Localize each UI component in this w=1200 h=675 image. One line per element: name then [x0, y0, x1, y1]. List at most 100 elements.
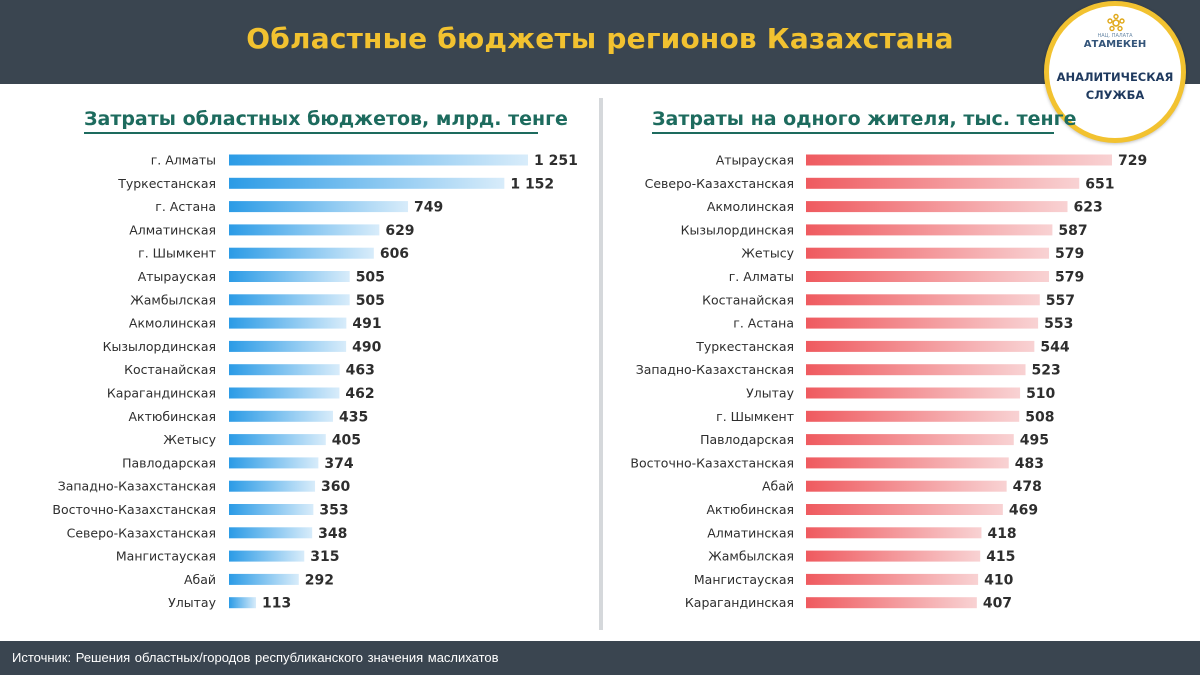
- category-label: Жамбылская: [708, 549, 794, 564]
- value-label: 353: [319, 503, 348, 519]
- category-label: Кызылординская: [103, 339, 216, 354]
- category-label: Карагандинская: [107, 386, 216, 401]
- category-label: Улытау: [168, 595, 216, 610]
- logo-brand-text: АТАМЕКЕН: [1083, 39, 1147, 50]
- logo-small-text: НАЦ. ПАЛАТА: [1097, 33, 1133, 39]
- category-label: Атырауская: [716, 153, 794, 168]
- category-label: Костанайская: [124, 362, 216, 377]
- value-label: 315: [310, 549, 339, 565]
- value-label: 1 251: [534, 153, 578, 169]
- value-label: 557: [1046, 293, 1075, 309]
- category-label: Восточно-Казахстанская: [630, 455, 794, 470]
- bar: [229, 550, 305, 562]
- value-label: 587: [1058, 223, 1087, 239]
- bar: [806, 224, 1053, 236]
- left-bar-chart: г. Алматы 1 251 Туркестанская 1 152 г. Астан…: [52, 153, 577, 612]
- bar: [806, 550, 981, 562]
- bar: [806, 527, 982, 539]
- footer-bar: Источник: Решения областных/городов респ…: [0, 641, 1200, 675]
- value-label: 505: [356, 270, 385, 286]
- value-label: 462: [345, 386, 374, 402]
- bar: [229, 247, 374, 259]
- category-label: Павлодарская: [122, 455, 216, 470]
- value-label: 749: [414, 200, 443, 216]
- category-label: Кызылординская: [681, 222, 794, 237]
- logo-line-2: СЛУЖБА: [1085, 88, 1145, 102]
- bar: [229, 387, 340, 399]
- value-label: 651: [1085, 176, 1114, 192]
- bar: [806, 364, 1026, 376]
- category-label: Акмолинская: [129, 316, 216, 331]
- category-label: Западно-Казахстанская: [636, 362, 794, 377]
- logo-line-1: АНАЛИТИЧЕСКАЯ: [1056, 70, 1174, 84]
- category-label: Павлодарская: [700, 432, 794, 447]
- right-bar-chart: Атырауская 729 Северо-Казахстанская 651 Акмо…: [630, 153, 1147, 612]
- bar: [806, 434, 1014, 446]
- category-label: Восточно-Казахстанская: [52, 502, 216, 517]
- value-label: 491: [352, 316, 381, 332]
- value-label: 113: [262, 596, 291, 612]
- bar: [806, 177, 1080, 189]
- category-label: Карагандинская: [685, 595, 794, 610]
- value-label: 435: [339, 409, 368, 425]
- category-label: Жетысу: [741, 246, 794, 261]
- bar: [229, 271, 350, 282]
- bar: [806, 573, 979, 585]
- bar: [229, 201, 409, 213]
- bar: [806, 410, 1020, 422]
- bar: [229, 504, 314, 515]
- bar: [229, 224, 380, 236]
- category-label: Жамбылская: [130, 292, 216, 307]
- value-label: 510: [1026, 386, 1055, 402]
- category-label: Мангистауская: [116, 549, 216, 564]
- bar: [229, 597, 257, 609]
- category-label: Абай: [762, 479, 794, 494]
- category-label: Северо-Казахстанская: [645, 176, 794, 191]
- category-label: Северо-Казахстанская: [67, 525, 216, 540]
- category-label: г. Астана: [733, 316, 794, 331]
- bar: [229, 177, 505, 189]
- value-label: 478: [1013, 479, 1042, 495]
- value-label: 508: [1025, 409, 1054, 425]
- bar: [806, 247, 1050, 259]
- category-label: Туркестанская: [117, 176, 216, 191]
- value-label: 553: [1044, 316, 1073, 332]
- category-label: Жетысу: [163, 432, 216, 447]
- bar: [229, 154, 528, 166]
- panel-divider: [599, 98, 603, 630]
- value-label: 505: [356, 293, 385, 309]
- bar: [806, 457, 1009, 469]
- page-title: Областные бюджеты регионов Казахстана: [246, 22, 954, 55]
- value-label: 1 152: [510, 176, 554, 192]
- value-label: 483: [1015, 456, 1044, 472]
- value-label: 374: [324, 456, 353, 472]
- bar: [229, 527, 313, 539]
- bar: [229, 317, 347, 329]
- left-chart-title: Затраты областных бюджетов, млрд. тенге: [84, 108, 568, 134]
- category-label: г. Алматы: [151, 153, 216, 168]
- value-label: 544: [1040, 339, 1069, 355]
- category-label: Мангистауская: [694, 572, 794, 587]
- category-label: Улытау: [746, 386, 794, 401]
- bar: [229, 364, 340, 376]
- category-label: г. Алматы: [729, 269, 794, 284]
- value-label: 418: [987, 526, 1016, 542]
- value-label: 579: [1055, 270, 1084, 286]
- bar: [806, 597, 977, 609]
- bar: [806, 340, 1035, 352]
- category-label: Актюбинская: [128, 409, 216, 424]
- value-label: 490: [352, 339, 381, 355]
- category-label: Акмолинская: [707, 199, 794, 214]
- value-label: 606: [380, 246, 409, 262]
- category-label: Алматинская: [707, 525, 794, 540]
- category-label: Алматинская: [129, 222, 216, 237]
- value-label: 405: [332, 433, 361, 449]
- value-label: 415: [986, 549, 1015, 565]
- category-label: г. Астана: [155, 199, 216, 214]
- category-label: Западно-Казахстанская: [58, 479, 216, 494]
- value-label: 629: [385, 223, 414, 239]
- bar: [806, 271, 1050, 282]
- category-label: Атырауская: [138, 269, 216, 284]
- bar: [806, 154, 1112, 166]
- bar: [806, 480, 1007, 492]
